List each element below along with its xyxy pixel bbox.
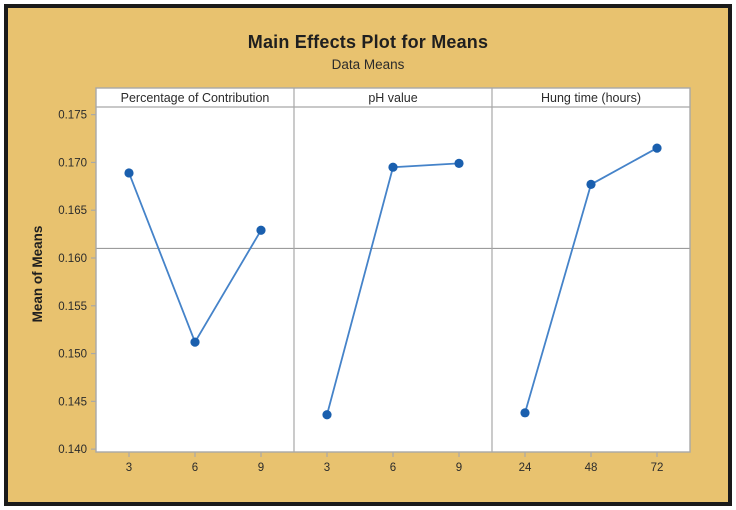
chart-window-frame: Main Effects Plot for Means Data Means M… xyxy=(4,4,732,506)
y-tick-label: 0.170 xyxy=(58,157,87,169)
x-tick-label: 48 xyxy=(585,462,598,474)
data-point xyxy=(190,337,200,347)
chart-title: Main Effects Plot for Means xyxy=(247,32,489,52)
x-tick-label: 72 xyxy=(651,462,664,474)
x-tick-label: 3 xyxy=(324,462,330,474)
x-tick-label: 6 xyxy=(390,462,396,474)
data-point xyxy=(586,179,596,190)
y-tick-label: 0.165 xyxy=(58,205,87,217)
y-tick-label: 0.175 xyxy=(58,110,87,122)
chart-canvas: Main Effects Plot for Means Data Means M… xyxy=(8,8,728,502)
x-tick-label: 6 xyxy=(192,462,198,474)
panel-label: Hung time (hours) xyxy=(541,91,641,105)
x-tick-label: 3 xyxy=(126,462,132,474)
panel-label: Percentage of Contribution xyxy=(121,91,270,105)
y-tick-label: 0.150 xyxy=(58,349,87,361)
panel-label: pH value xyxy=(368,91,417,105)
data-point xyxy=(652,143,662,153)
main-effects-plot: 0.140 0.145 0.150 0.155 0.160 0.165 0.170 0.175… xyxy=(58,87,691,474)
data-point xyxy=(322,410,332,420)
y-tick-label: 0.140 xyxy=(58,444,87,456)
y-tick-label: 0.145 xyxy=(58,396,87,408)
x-tick-label: 9 xyxy=(258,462,264,474)
y-axis-label-text: Mean of Means xyxy=(30,225,45,323)
data-point xyxy=(256,225,266,235)
y-tick-label: 0.160 xyxy=(58,253,87,265)
data-point xyxy=(124,168,134,178)
plot-area xyxy=(96,88,690,452)
data-point xyxy=(454,158,464,168)
chart-subtitle: Data Means xyxy=(331,57,405,72)
data-point xyxy=(388,162,398,172)
x-tick-label: 9 xyxy=(456,462,462,474)
y-tick-label: 0.155 xyxy=(58,301,87,313)
data-point xyxy=(520,408,530,418)
x-tick-label: 24 xyxy=(519,462,532,474)
